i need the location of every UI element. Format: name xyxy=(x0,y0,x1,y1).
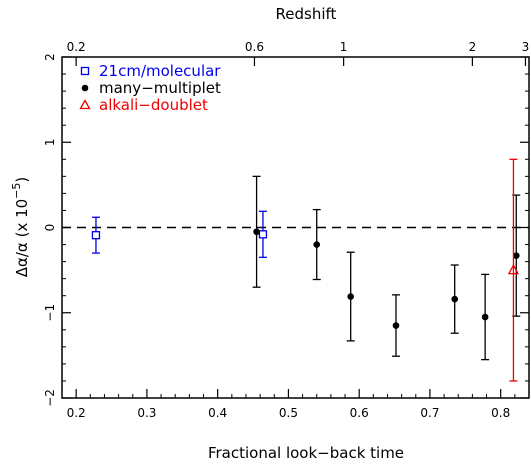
x-axis-label: Fractional look−back time xyxy=(208,444,404,462)
legend-marker xyxy=(80,66,90,76)
data-point xyxy=(507,263,520,275)
top-tick-label: 0.2 xyxy=(67,40,86,54)
legend-marker xyxy=(79,99,91,110)
top-tick-label: 3 xyxy=(522,40,530,54)
y-tick-label: 1 xyxy=(43,138,57,146)
data-point xyxy=(313,241,321,248)
x-tick-label: 0.6 xyxy=(350,406,369,420)
y-tick-label: −1 xyxy=(43,304,57,322)
y-tick-label: 0 xyxy=(43,224,57,232)
top-tick-label: 2 xyxy=(469,40,477,54)
x-tick-label: 0.7 xyxy=(420,406,439,420)
x-tick-label: 0.5 xyxy=(279,406,298,420)
axes: 0.2 0.3 0.4 0.5 0.6 0.7 0.8 −2 −1 0 1 2 0.2 0.6 1 2 3 xyxy=(43,40,530,420)
data-point xyxy=(347,293,354,300)
top-axis-label: Redshift xyxy=(276,5,337,23)
x-tick-label: 0.8 xyxy=(491,406,510,420)
top-tick-label: 0.6 xyxy=(245,40,264,54)
legend-label: alkali−doublet xyxy=(99,96,208,114)
data-point xyxy=(392,322,400,329)
legend: 21cm/molecularmany−multipletalkali−doubl… xyxy=(79,62,221,114)
x-tick-label: 0.3 xyxy=(137,406,156,420)
data-point xyxy=(481,313,489,321)
series-1 xyxy=(252,175,521,361)
y-axis-label: Δα/α (x 10−5) xyxy=(10,177,31,278)
y-tick-label: 2 xyxy=(43,53,57,61)
series-0 xyxy=(91,210,268,258)
legend-label: 21cm/molecular xyxy=(99,62,221,80)
top-tick-label: 1 xyxy=(340,40,348,54)
data-point xyxy=(451,295,459,303)
data-point xyxy=(512,252,520,259)
x-tick-label: 0.4 xyxy=(208,406,227,420)
series-2 xyxy=(507,158,520,382)
data-series xyxy=(91,158,521,382)
y-axis-label-exponent: −5 xyxy=(10,183,23,199)
data-point xyxy=(91,231,101,240)
y-axis-label-main: Δα/α (x 10 xyxy=(13,199,31,277)
data-point xyxy=(258,230,268,239)
y-axis-label-close: ) xyxy=(13,177,31,183)
data-point xyxy=(253,228,260,236)
legend-label: many−multiplet xyxy=(99,79,221,97)
legend-marker xyxy=(81,84,89,92)
y-tick-label: −2 xyxy=(43,389,57,407)
x-tick-label: 0.2 xyxy=(67,406,86,420)
